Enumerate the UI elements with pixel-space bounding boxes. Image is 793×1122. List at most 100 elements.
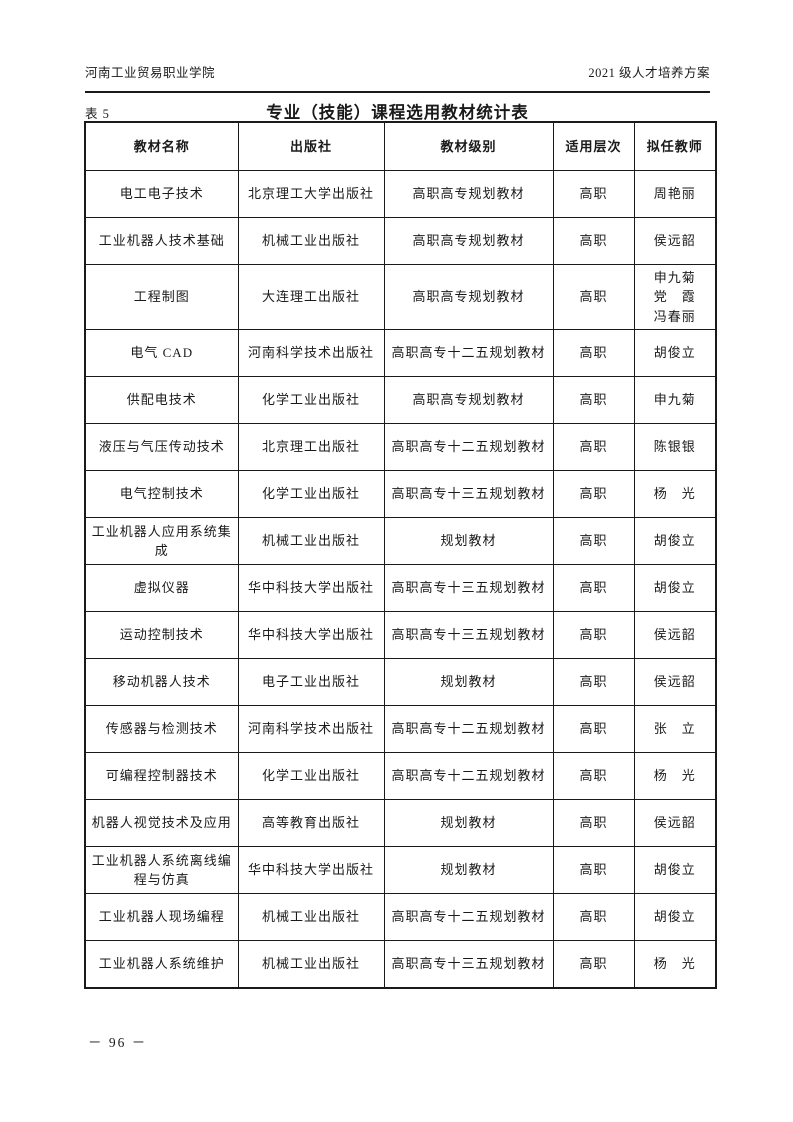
layer-cell: 高职	[552, 940, 635, 988]
column-header-teacher: 拟任教师	[633, 121, 717, 171]
column-header-publisher: 出版社	[237, 121, 385, 171]
layer-cell: 高职	[552, 423, 635, 471]
page-number: － 96 －	[88, 1035, 148, 1050]
teacher-cell: 侯远韶	[633, 216, 717, 265]
name-cell: 电工电子技术	[84, 169, 239, 218]
name-cell: 工业机器人系统离线编程与仿真	[84, 846, 239, 894]
table-row: 工业机器人系统离线编程与仿真 华中科技大学出版社 规划教材 高职 胡俊立	[84, 846, 717, 894]
publisher-cell: 化学工业出版社	[237, 752, 385, 800]
teacher-cell: 侯远韶	[633, 611, 717, 659]
publisher-cell: 北京理工出版社	[237, 423, 385, 471]
layer-cell: 高职	[552, 517, 635, 565]
table-row: 可编程控制器技术 化学工业出版社 高职高专十二五规划教材 高职杨 光	[84, 752, 717, 800]
layer-cell: 高职	[552, 376, 635, 424]
name-cell: 虚拟仪器	[84, 564, 239, 612]
level-cell: 高职高专十二五规划教材	[383, 329, 554, 377]
publisher-cell: 华中科技大学出版社	[237, 846, 385, 894]
column-header-layer: 适用层次	[552, 121, 635, 171]
table-row: 工业机器人现场编程 机械工业出版社 高职高专十二五规划教材 高职 胡俊立	[84, 893, 717, 941]
teacher-cell: 陈银银	[633, 423, 717, 471]
table-row: 工业机器人技术基础 机械工业出版社 高职高专规划教材 高职 侯远韶	[84, 216, 717, 265]
table-row: 液压与气压传动技术 北京理工出版社 高职高专十二五规划教材 高职 陈银银	[84, 423, 717, 471]
level-cell: 规划教材	[383, 517, 554, 565]
name-cell: 工业机器人系统维护	[84, 940, 239, 988]
name-cell: 工业机器人技术基础	[84, 216, 239, 265]
teacher-cell: 侯远韶	[633, 799, 717, 847]
name-cell: 传感器与检测技术	[84, 705, 239, 753]
teacher-cell: 胡俊立	[633, 329, 717, 377]
layer-cell: 高职	[552, 470, 635, 518]
level-cell: 高职高专十二五规划教材	[383, 705, 554, 753]
level-cell: 高职高专规划教材	[383, 216, 554, 265]
level-cell: 高职高专十二五规划教材	[383, 893, 554, 941]
layer-cell: 高职	[552, 658, 635, 706]
teacher-cell: 张 立	[633, 705, 717, 753]
teacher-cell: 杨 光	[633, 752, 717, 800]
table-row: 传感器与检测技术 河南科学技术出版社 高职高专十二五规划教材 高职张 立	[84, 705, 717, 753]
header-plan-name: 2021 级人才培养方案	[588, 66, 710, 80]
publisher-cell: 河南科学技术出版社	[237, 329, 385, 377]
layer-cell: 高职	[552, 564, 635, 612]
level-cell: 高职高专十三五规划教材	[383, 564, 554, 612]
level-cell: 高职高专十三五规划教材	[383, 940, 554, 988]
layer-cell: 高职	[552, 169, 635, 218]
name-cell: 可编程控制器技术	[84, 752, 239, 800]
layer-cell: 高职	[552, 263, 635, 330]
publisher-cell: 化学工业出版社	[237, 470, 385, 518]
level-cell: 高职高专规划教材	[383, 376, 554, 424]
layer-cell: 高职	[552, 329, 635, 377]
publisher-cell: 电子工业出版社	[237, 658, 385, 706]
table-row: 运动控制技术 华中科技大学出版社 高职高专十三五规划教材 高职 侯远韶	[84, 611, 717, 659]
publisher-cell: 高等教育出版社	[237, 799, 385, 847]
table-row: 移动机器人技术 电子工业出版社 规划教材 高职 侯远韶	[84, 658, 717, 706]
table-row: 工程制图 大连理工出版社 高职高专规划教材 高职 申九菊 党 霞 冯春丽	[84, 263, 717, 330]
teacher-cell: 侯远韶	[633, 658, 717, 706]
table-header-row: 教材名称 出版社 教材级别 适用层次 拟任教师	[84, 121, 717, 171]
column-header-name: 教材名称	[84, 121, 239, 171]
teacher-cell: 申九菊	[633, 376, 717, 424]
level-cell: 高职高专十二五规划教材	[383, 752, 554, 800]
level-cell: 规划教材	[383, 846, 554, 894]
publisher-cell: 华中科技大学出版社	[237, 564, 385, 612]
name-cell: 运动控制技术	[84, 611, 239, 659]
level-cell: 高职高专规划教材	[383, 263, 554, 330]
name-cell: 工业机器人现场编程	[84, 893, 239, 941]
teacher-cell: 胡俊立	[633, 517, 717, 565]
name-cell: 机器人视觉技术及应用	[84, 799, 239, 847]
teacher-cell: 胡俊立	[633, 893, 717, 941]
level-cell: 规划教材	[383, 799, 554, 847]
name-cell: 电气控制技术	[84, 470, 239, 518]
publisher-cell: 机械工业出版社	[237, 893, 385, 941]
page-header: 河南工业贸易职业学院 2021 级人才培养方案	[85, 62, 710, 93]
teacher-cell: 杨 光	[633, 470, 717, 518]
header-school-name: 河南工业贸易职业学院	[85, 66, 216, 80]
publisher-cell: 河南科学技术出版社	[237, 705, 385, 753]
name-cell: 供配电技术	[84, 376, 239, 424]
layer-cell: 高职	[552, 799, 635, 847]
layer-cell: 高职	[552, 216, 635, 265]
layer-cell: 高职	[552, 705, 635, 753]
table-row: 电工电子技术 北京理工大学出版社 高职高专规划教材 高职 周艳丽	[84, 169, 717, 218]
publisher-cell: 北京理工大学出版社	[237, 169, 385, 218]
publisher-cell: 华中科技大学出版社	[237, 611, 385, 659]
teacher-cell: 周艳丽	[633, 169, 717, 218]
teacher-cell: 胡俊立	[633, 846, 717, 894]
layer-cell: 高职	[552, 611, 635, 659]
teacher-cell: 胡俊立	[633, 564, 717, 612]
title-row: 表 5 专业（技能）课程选用教材统计表	[85, 99, 710, 122]
table-label: 表 5	[85, 107, 110, 121]
table-body: 电工电子技术 北京理工大学出版社 高职高专规划教材 高职 周艳丽 工业机器人技术基础 机械工…	[84, 169, 717, 988]
table-row: 虚拟仪器 华中科技大学出版社 高职高专十三五规划教材 高职 胡俊立	[84, 564, 717, 612]
level-cell: 高职高专十三五规划教材	[383, 470, 554, 518]
publisher-cell: 化学工业出版社	[237, 376, 385, 424]
publisher-cell: 机械工业出版社	[237, 216, 385, 265]
table-row: 工业机器人系统维护 机械工业出版社 高职高专十三五规划教材 高职杨 光	[84, 940, 717, 988]
page-title: 专业（技能）课程选用教材统计表	[266, 103, 529, 122]
layer-cell: 高职	[552, 752, 635, 800]
name-cell: 移动机器人技术	[84, 658, 239, 706]
publisher-cell: 机械工业出版社	[237, 940, 385, 988]
level-cell: 规划教材	[383, 658, 554, 706]
table-row: 供配电技术 化学工业出版社 高职高专规划教材 高职 申九菊	[84, 376, 717, 424]
table-row: 机器人视觉技术及应用 高等教育出版社 规划教材 高职 侯远韶	[84, 799, 717, 847]
